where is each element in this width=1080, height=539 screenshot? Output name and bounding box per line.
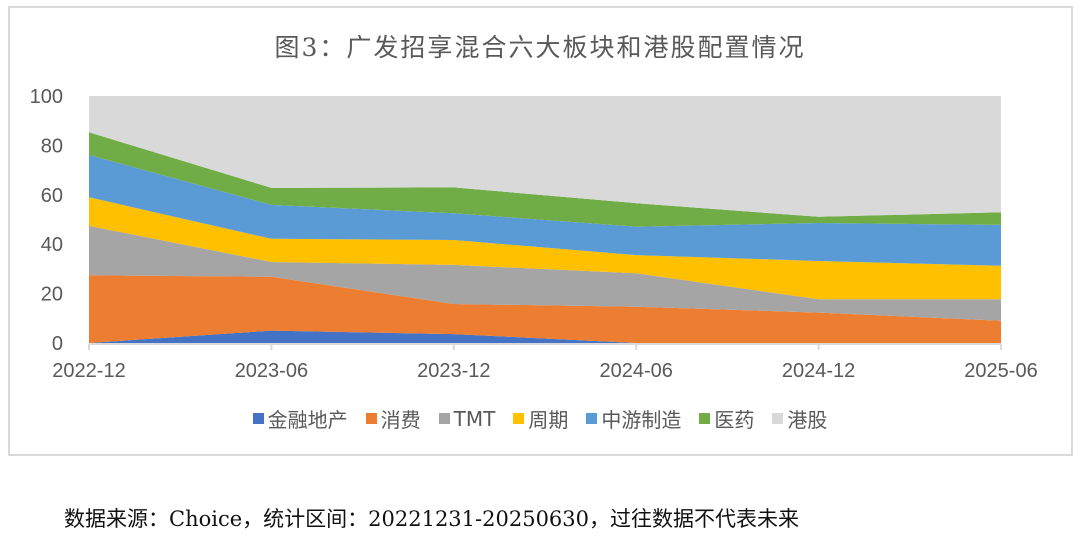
x-tick-label: 2025-06 [964,360,1037,382]
legend-item: 消费 [365,404,421,433]
legend-swatch [772,413,784,424]
legend-item: 中游制造 [586,404,681,433]
legend-label: 医药 [714,408,755,432]
legend-label: TMT [453,406,496,431]
legend-label: 中游制造 [601,408,682,432]
y-tick-label: 80 [41,135,63,157]
legend-item: 港股 [772,404,827,433]
area-series-6 [89,96,1001,217]
legend-swatch [513,413,525,424]
y-tick-label: 100 [30,86,63,108]
x-tick-label: 2023-06 [235,360,308,382]
x-tick-label: 2022-12 [52,360,125,382]
legend-swatch [252,413,264,424]
legend-swatch [438,413,450,424]
legend-item: 周期 [513,404,568,433]
area-layers [89,96,1001,343]
y-tick-label: 40 [41,234,63,256]
area-series-3 [89,197,1001,300]
legend-label: 周期 [528,408,569,432]
legend-item: 金融地产 [252,404,348,433]
legend-swatch [586,413,598,424]
legend-item: TMT [438,404,496,433]
data-source-footnote: 数据来源：Choice，统计区间：20221231-20250630，过往数据不… [64,507,800,531]
legend-label: 港股 [787,408,828,432]
area-series-1 [89,275,1001,343]
area-series-4 [89,155,1001,266]
y-tick-label: 0 [52,333,63,355]
x-tick-label: 2024-12 [782,360,855,382]
legend: 金融地产 消费 TMT 周期 中游制造 医药 港股 [0,404,1080,433]
legend-label: 消费 [380,408,421,432]
legend-label: 金融地产 [267,408,348,432]
legend-swatch [365,413,377,424]
x-tick-label: 2024-06 [599,360,672,382]
area-series-5 [89,132,1001,227]
area-series-2 [89,225,1001,321]
y-tick-label: 20 [41,284,63,306]
axes: 2022-12 2023-06 2023-12 2024-06 2024-12 2025-… [30,86,1038,382]
chart-title: 图3：广发招享混合六大板块和港股配置情况 [274,33,806,62]
legend-item: 医药 [699,404,754,433]
area-series-0 [89,330,1001,343]
legend-swatch [699,413,711,424]
x-tick-label: 2023-12 [417,360,490,382]
y-tick-label: 60 [41,185,63,207]
